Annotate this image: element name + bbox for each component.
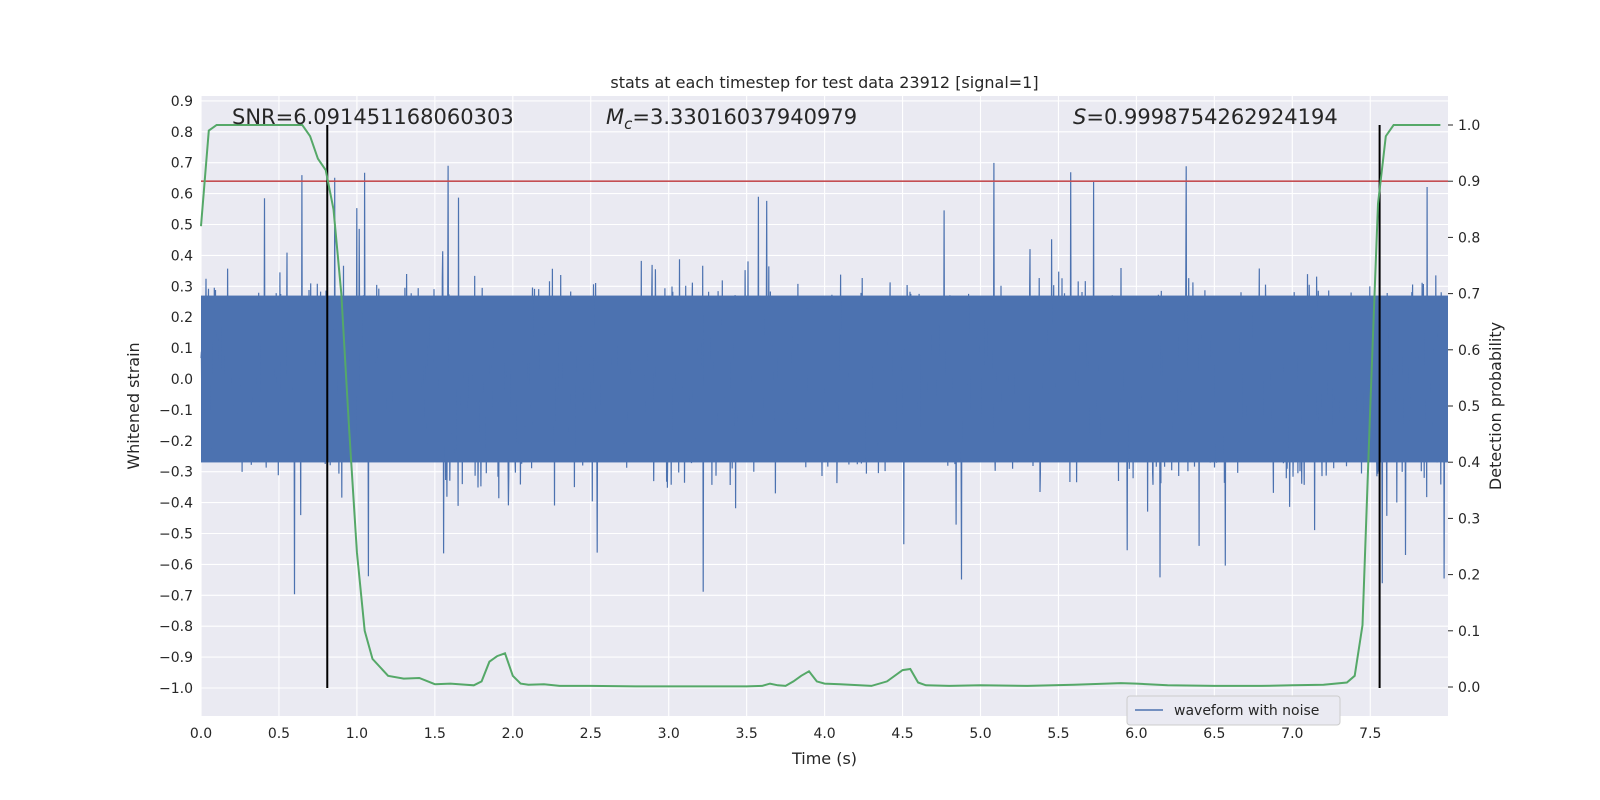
y-right-tick-label: 0.8	[1458, 230, 1480, 246]
y-left-tick-label: 0.4	[171, 248, 193, 264]
y-left-tick-label: 0.9	[171, 94, 193, 110]
x-tick-label: 6.5	[1203, 726, 1225, 742]
legend-box	[1126, 695, 1341, 726]
y-left-tick-label: −0.1	[159, 403, 193, 419]
y-right-axis-label: Detection probability	[1486, 322, 1505, 490]
y-right-tick-label: 0.7	[1458, 287, 1480, 303]
x-tick-label: 0.5	[268, 726, 290, 742]
x-tick-label: 0.0	[190, 726, 212, 742]
x-tick-label: 4.0	[813, 726, 835, 742]
chart-title: stats at each timestep for test data 239…	[610, 73, 1038, 92]
y-left-tick-label: 0.0	[171, 372, 193, 388]
y-left-tick-label: −0.3	[159, 465, 193, 481]
x-tick-label: 3.0	[658, 726, 680, 742]
y-right-tick-label: 1.0	[1458, 118, 1480, 134]
x-tick-label: 2.5	[580, 726, 602, 742]
y-left-tick-label: −0.8	[159, 619, 193, 635]
x-tick-label: 2.0	[502, 726, 524, 742]
x-tick-label: 3.5	[736, 726, 758, 742]
vertical-markers	[326, 125, 1381, 688]
s-annotation: S=0.9998754262924194	[1073, 105, 1338, 129]
mc-symbol: M	[606, 105, 624, 129]
x-tick-label: 4.5	[891, 726, 913, 742]
y-left-tick-label: −0.6	[159, 557, 193, 573]
y-right-tick-label: 0.9	[1458, 174, 1480, 190]
y-right-tick-label: 0.2	[1458, 568, 1480, 584]
y-right-tick-label: 0.1	[1458, 624, 1480, 640]
y-left-tick-label: 0.3	[171, 279, 193, 295]
y-left-tick-label: 0.5	[171, 218, 193, 234]
probability-line	[200, 124, 1441, 688]
y-left-tick-label: 0.1	[171, 341, 193, 357]
y-left-tick-label: −0.5	[159, 527, 193, 543]
y-left-tick-label: 0.2	[171, 310, 193, 326]
x-tick-label: 5.5	[1047, 726, 1069, 742]
legend-entry-waveform: waveform with noise	[1174, 703, 1319, 719]
waveform-series	[200, 162, 1448, 595]
y-left-tick-labels: 0.9 0.8 0.7 0.6 0.5 0.4 0.3 0.2 0.1 0.0 −0.1 −0.2 −0…	[159, 94, 193, 697]
x-tick-label: 7.5	[1359, 726, 1381, 742]
waveform-line	[200, 162, 1448, 595]
y-left-tick-label: −0.2	[159, 434, 193, 450]
mc-subscript: c	[624, 115, 633, 133]
x-tick-label: 1.5	[424, 726, 446, 742]
y-right-tick-labels: 1.0 0.9 0.8 0.7 0.6 0.5 0.4 0.3 0.2 0.1 0.0	[1448, 118, 1480, 696]
y-right-tick-label: 0.6	[1458, 343, 1480, 359]
y-left-axis-label: Whitened strain	[124, 342, 143, 469]
y-left-tick-label: −0.7	[159, 588, 193, 604]
legend: waveform with noise	[1126, 695, 1341, 726]
y-left-tick-label: −1.0	[159, 681, 193, 697]
y-right-tick-label: 0.3	[1458, 511, 1480, 527]
s-value: =0.9998754262924194	[1086, 105, 1337, 129]
x-tick-label: 1.0	[346, 726, 368, 742]
y-right-tick-label: 0.0	[1458, 680, 1480, 696]
y-right-tick-label: 0.4	[1458, 455, 1480, 471]
x-tick-label: 7.0	[1281, 726, 1303, 742]
y-left-tick-label: −0.4	[159, 496, 193, 512]
x-tick-label: 6.0	[1125, 726, 1147, 742]
y-left-tick-label: 0.7	[171, 156, 193, 172]
y-left-tick-label: 0.6	[171, 187, 193, 203]
y-left-tick-label: 0.8	[171, 125, 193, 141]
y-left-tick-label: −0.9	[159, 650, 193, 666]
mc-value: =3.33016037940979	[632, 105, 857, 129]
x-tick-labels: 0.0 0.5 1.0 1.5 2.0 2.5 3.0 3.5 4.0 4.5 5.0 5.5 6.0 6…	[190, 726, 1382, 742]
mc-annotation: Mc=3.33016037940979	[606, 105, 857, 133]
snr-annotation: SNR=6.091451168060303	[232, 105, 514, 129]
x-axis-label: Time (s)	[791, 749, 857, 768]
probability-series	[200, 124, 1441, 688]
y-right-tick-label: 0.5	[1458, 399, 1480, 415]
x-tick-label: 5.0	[969, 726, 991, 742]
s-symbol: S	[1073, 105, 1086, 129]
